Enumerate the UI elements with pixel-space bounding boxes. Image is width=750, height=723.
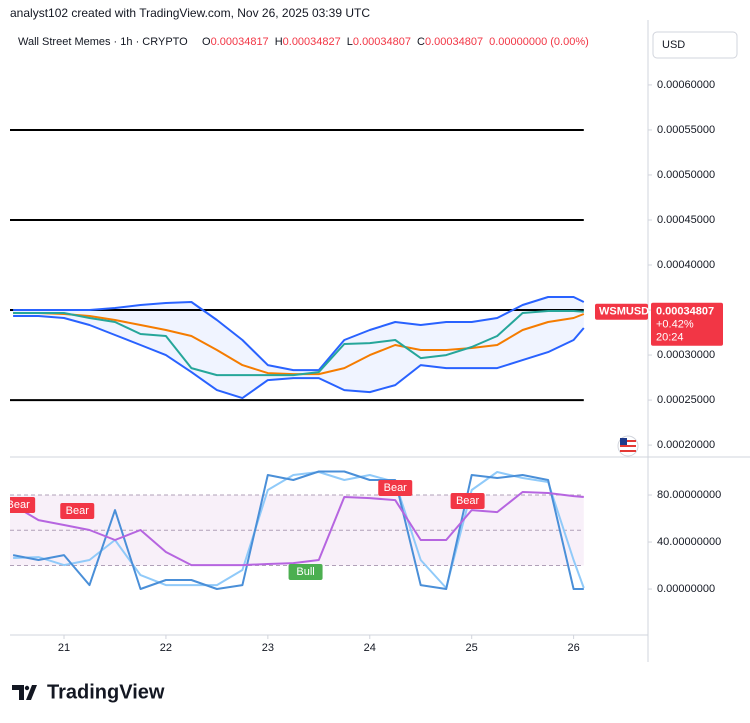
- y-tick-label: 0.00030000: [657, 349, 715, 361]
- annotation-label: Bull: [296, 566, 314, 578]
- annotation-box: [378, 479, 413, 496]
- x-tick-label: 21: [58, 642, 70, 654]
- brand: TradingView: [47, 681, 165, 703]
- series-line: [13, 310, 584, 377]
- series-line: [13, 296, 585, 372]
- annotation: Bear: [450, 493, 485, 510]
- y-tick-label: 0.00060000: [657, 79, 715, 91]
- series-line: [13, 471, 585, 589]
- logo: [12, 685, 37, 700]
- symbol-info: Wall Street Memes · 1h · CRYPTO: [18, 36, 188, 48]
- ohlc-key: L: [347, 36, 353, 48]
- y-tick-label: 0.00000000: [657, 583, 715, 595]
- x-tick-label: 25: [466, 642, 478, 654]
- annotation-box: [10, 497, 36, 514]
- ohlc-key: H: [275, 36, 283, 48]
- x-tick-label: 24: [364, 642, 376, 654]
- y-tick-label: 0.00020000: [657, 439, 715, 451]
- price-tag-countdown: 20:24: [656, 332, 684, 344]
- ohlc-value: 0.00034807: [353, 36, 411, 48]
- x-tick-label: 23: [262, 642, 274, 654]
- ohlc-key: O: [202, 36, 211, 48]
- annotation-label: Bear: [7, 499, 31, 511]
- y-tick-label: 0.00040000: [657, 259, 715, 271]
- currency-box[interactable]: [652, 31, 738, 59]
- band-fill: [13, 297, 584, 399]
- annotation-label: Bear: [66, 505, 90, 517]
- credit: analyst102 created with TradingView.com,…: [10, 6, 370, 20]
- y-tick-label: 0.00050000: [657, 169, 715, 181]
- ohlc-key: C: [417, 36, 425, 48]
- series-line: [13, 315, 585, 400]
- x-tick-label: 22: [160, 642, 172, 654]
- ohlc-value: 0.00034807: [425, 36, 483, 48]
- annotation: Bear: [60, 503, 95, 520]
- annotation-label: Bear: [384, 482, 408, 494]
- annotation-label: Bear: [456, 495, 480, 507]
- y-tick-label: 40.00000000: [657, 536, 721, 548]
- symbol-tag-label: WSMUSD: [599, 306, 649, 318]
- symbol-tag: [595, 303, 648, 320]
- price-tag: [651, 302, 723, 346]
- currency: USD: [662, 39, 685, 51]
- price-tag-change: +0.42%: [656, 319, 694, 331]
- ohlc: O0.00034817 H0.00034827 L0.00034807 C0.0003…: [202, 36, 589, 48]
- price-tag-price: 0.00034807: [656, 306, 714, 318]
- y-tick-label: 0.00045000: [657, 214, 715, 226]
- annotation-box: [288, 564, 323, 581]
- annotation: Bull: [288, 564, 323, 581]
- y-tick-label: 80.00000000: [657, 489, 721, 501]
- annotation-box: [60, 503, 95, 520]
- y-tick-label: 0.00025000: [657, 394, 715, 406]
- ohlc-value: 0.00034817: [211, 36, 269, 48]
- series-line: [12, 491, 584, 567]
- ohlc-value: 0.00034827: [283, 36, 341, 48]
- series-line: [12, 470, 584, 590]
- y-tick-label: 0.00055000: [657, 124, 715, 136]
- annotation: Bear: [378, 479, 413, 496]
- annotation-box: [450, 493, 485, 510]
- ohlc-change: 0.00000000 (0.00%): [489, 36, 589, 48]
- x-tick-label: 26: [567, 642, 579, 654]
- annotation: Bear: [7, 497, 36, 514]
- flag-icon[interactable]: [617, 435, 639, 457]
